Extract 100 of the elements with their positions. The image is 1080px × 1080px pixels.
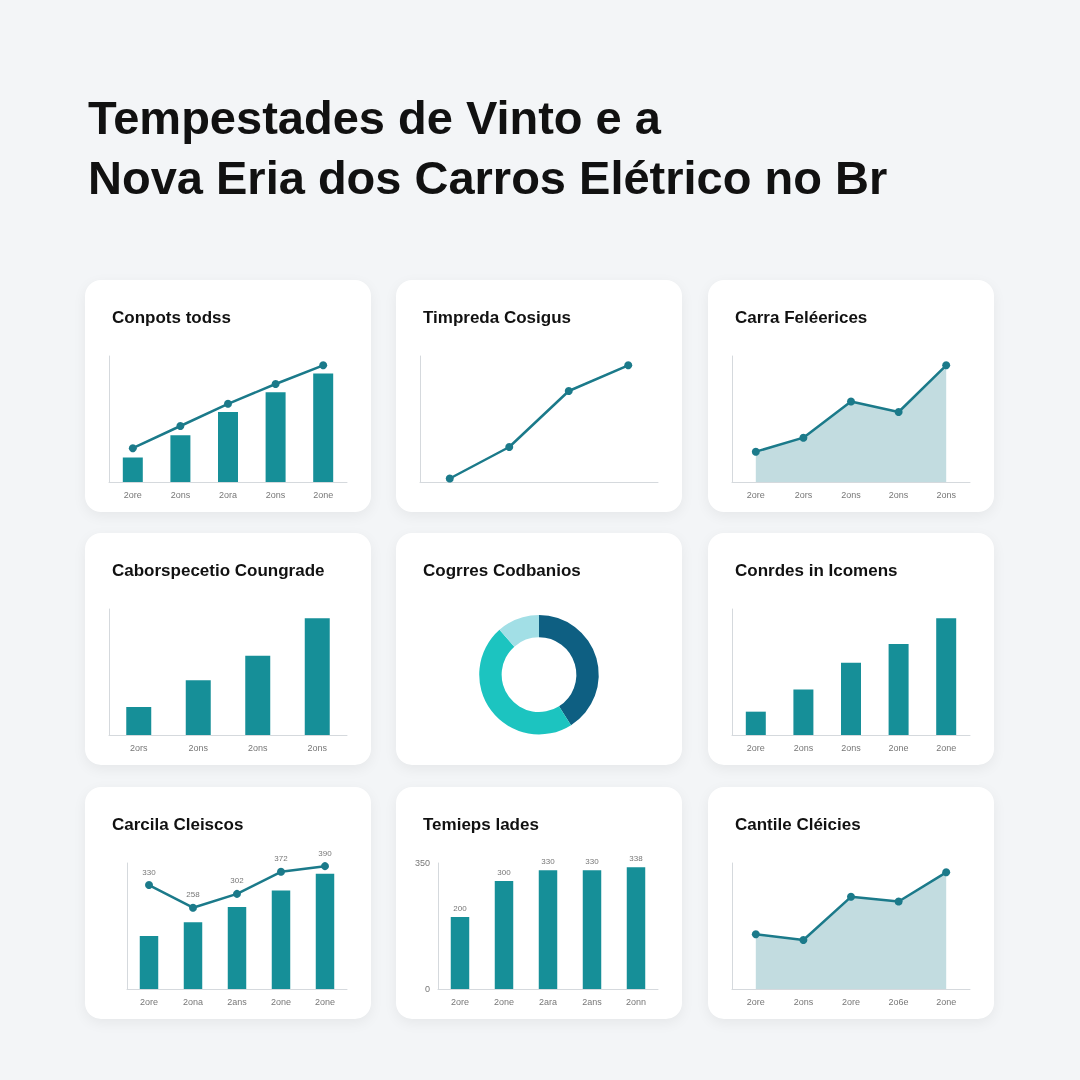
point	[564, 387, 573, 395]
chart-title: Cantile Cléicies	[735, 815, 861, 835]
x-tick-label: 2ara	[538, 996, 558, 1007]
point	[189, 903, 197, 912]
bar	[626, 867, 646, 989]
bar	[538, 870, 558, 989]
x-tick-label: 2one	[936, 742, 957, 753]
bar	[170, 435, 191, 482]
data-label: 302	[230, 876, 245, 886]
point	[847, 397, 855, 406]
x-tick-label: 2ors	[794, 489, 813, 500]
point	[624, 361, 633, 370]
point	[319, 361, 328, 370]
bar	[122, 457, 143, 482]
point	[277, 867, 285, 876]
x-tick-label: 2ons	[170, 489, 191, 500]
chart-title: Carra Feléerices	[735, 308, 868, 328]
x-tick-label: 2onn	[625, 996, 647, 1007]
point	[445, 474, 454, 483]
bar	[582, 870, 602, 989]
x-tick-label: 2ons	[307, 742, 328, 753]
text: Tempestades de Vinto e a Nova Eria dos Carros Elétrico no Br	[88, 90, 889, 206]
chart-title: Conpots todss	[112, 308, 231, 328]
x-tick-label: 2ons	[188, 742, 209, 753]
bar	[185, 680, 211, 735]
bar	[265, 392, 286, 482]
point	[847, 892, 855, 901]
x-tick-label: 2one	[493, 996, 515, 1007]
x-tick-label: 2ans	[227, 996, 248, 1007]
x-tick-label: 2o6e	[888, 996, 909, 1007]
x-tick-label: 2ore	[139, 996, 159, 1007]
bar	[450, 917, 470, 989]
point	[176, 422, 185, 430]
bar	[227, 907, 247, 989]
point	[942, 868, 951, 877]
bar	[183, 922, 203, 989]
x-tick-label: 2ons	[793, 742, 814, 753]
bar	[936, 618, 957, 735]
bar	[745, 711, 766, 735]
chart-title: Cogrres Codbanios	[423, 561, 581, 581]
point	[894, 897, 903, 906]
x-tick-label: 2ore	[746, 742, 765, 753]
x-tick-label: 2one	[888, 742, 909, 753]
x-tick-label: 2ore	[746, 996, 765, 1007]
x-tick-label: 2ore	[746, 489, 765, 500]
bar	[139, 936, 159, 989]
bar	[888, 644, 909, 735]
bar	[218, 412, 238, 482]
point	[128, 444, 137, 453]
bar	[126, 707, 152, 735]
bar	[304, 618, 330, 735]
data-label: 330	[541, 856, 556, 866]
x-tick-label: 2one	[936, 996, 957, 1007]
chart-title: Carcila Cleiscos	[112, 815, 244, 835]
point	[271, 380, 280, 388]
x-tick-label: 2one	[313, 489, 334, 500]
x-tick-label: 2ore	[450, 996, 470, 1007]
point	[233, 889, 241, 898]
x-tick-label: 2ons	[936, 489, 957, 500]
x-tick-label: 2ons	[793, 996, 814, 1007]
x-tick-label: 2ans	[582, 996, 603, 1007]
chart-title: Temieps lades	[423, 815, 539, 835]
point	[145, 881, 153, 890]
data-label: 300	[497, 867, 512, 877]
bar	[245, 655, 271, 735]
data-label: 338	[629, 853, 644, 863]
bar	[315, 873, 335, 989]
bar	[271, 890, 291, 989]
point	[799, 433, 808, 442]
point	[224, 399, 232, 408]
x-tick-label: 2ons	[247, 742, 268, 753]
chart-title: Conrdes in Icomens	[735, 561, 898, 581]
data-label: 372	[274, 854, 289, 864]
x-tick-label: 2one	[270, 996, 292, 1007]
point	[751, 930, 760, 939]
bar	[793, 689, 814, 735]
point	[799, 936, 808, 944]
x-tick-label: 2ons	[888, 489, 909, 500]
data-label: 330	[142, 867, 157, 877]
data-label: 390	[318, 848, 333, 858]
bar	[841, 662, 861, 735]
bar	[313, 373, 334, 482]
y-tick-label: 350	[414, 858, 430, 868]
y-tick-label: 0	[424, 984, 430, 994]
point	[505, 443, 514, 451]
point	[321, 862, 329, 871]
bar	[494, 881, 514, 989]
chart-title: Caborspecetio Coungrade	[112, 561, 325, 581]
x-tick-label: 2ona	[182, 996, 204, 1007]
x-tick-label: 2ons	[841, 742, 862, 753]
point	[942, 361, 951, 370]
x-tick-label: 2one	[314, 996, 336, 1007]
x-tick-label: 2ore	[841, 996, 861, 1007]
data-label: 200	[453, 903, 468, 913]
data-label: 330	[585, 856, 600, 866]
point	[894, 408, 903, 416]
point	[751, 447, 760, 456]
x-tick-label: 2ora	[218, 489, 238, 500]
data-label: 258	[186, 890, 201, 900]
chart-title: Timpreda Cosigus	[423, 308, 571, 328]
